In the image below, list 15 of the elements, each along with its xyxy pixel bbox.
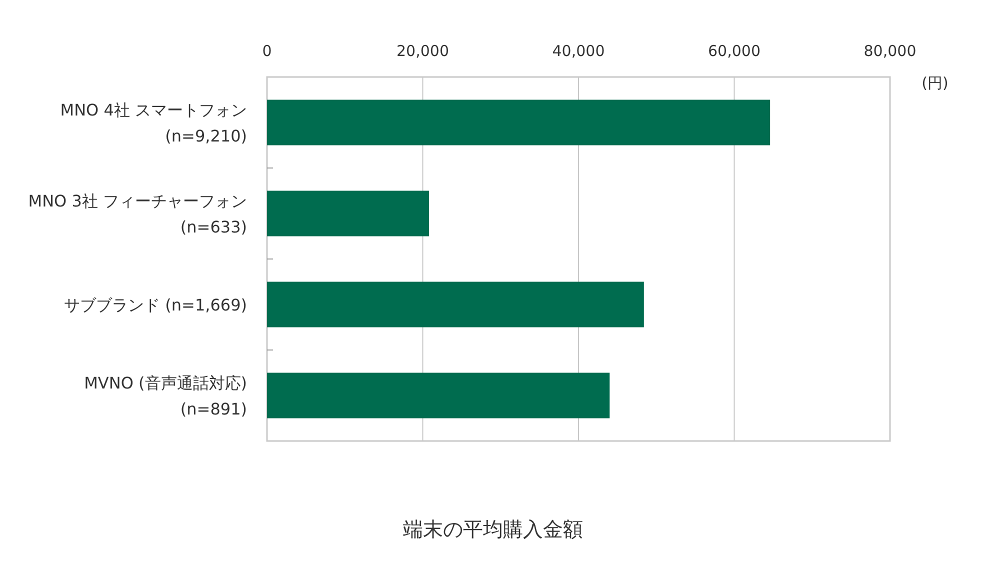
x-tick-label: 80,000 [864,42,916,60]
x-tick-label: 40,000 [552,42,605,60]
y-tick-label: サブブランド (n=1,669) [64,296,247,314]
x-tick-label: 20,000 [396,42,449,60]
y-tick-label: MVNO (音声通話対応) (n=891) [84,374,247,418]
text: 端末の平均購入金額 [403,517,583,541]
x-axis-title: (円) [922,74,948,92]
bar [267,282,644,328]
bar [267,372,610,418]
bar [267,100,770,146]
y-tick-label: MNO 3社 フィーチャーフォン (n=633) [28,192,247,236]
x-tick-label: 0 [262,42,272,60]
x-tick-label: 60,000 [708,42,760,60]
bar [267,190,429,236]
y-tick-label: MNO 4社 スマートフォン (n=9,210) [60,100,247,146]
